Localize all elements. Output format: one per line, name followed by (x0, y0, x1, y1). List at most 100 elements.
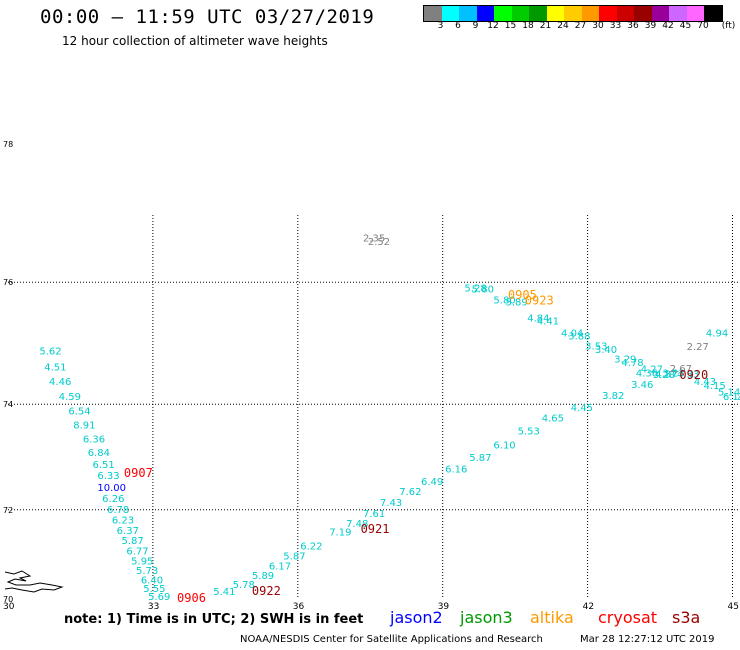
wave-height-label: 10.00 (97, 483, 126, 494)
legend-label: 70 (697, 21, 709, 31)
pass-time-label: 0906 (177, 591, 206, 605)
lon-label: 36 (293, 602, 305, 612)
legend-label: 45 (679, 21, 692, 31)
wave-height-label: 5.87 (469, 453, 491, 464)
lat-label: 70 (3, 595, 13, 604)
pass-time-label: 0905 (508, 288, 537, 302)
wave-height-label: 2.35 (363, 234, 385, 245)
wave-height-label: 4.15 (704, 381, 726, 392)
legend-swatch (511, 6, 529, 21)
wave-height-label: 6.37 (117, 526, 139, 537)
wave-height-label: 3.28 (653, 370, 675, 381)
wave-height-readings: 5.62 4.51 4.46 4.59 6.54 8.91 6.36 6.846.516.33… (39, 234, 740, 605)
coastline-shape (4, 570, 64, 593)
legend-label: 30 (592, 21, 604, 31)
wave-height-label: 7.19 (329, 527, 351, 538)
pass-time-label: 0920 (679, 368, 708, 382)
wave-height-label: 6.10 (493, 441, 515, 452)
wave-height-label: 5.14 (718, 388, 740, 399)
legend-label: 24 (557, 21, 569, 31)
legend-unit: (ft) (721, 21, 736, 31)
color-scale-legend (423, 5, 723, 22)
legend-label: 3 (437, 21, 444, 31)
satellite-label-jason2: jason2 (390, 608, 443, 627)
legend-swatch (704, 6, 722, 21)
wave-height-label: 5.53 (518, 426, 540, 437)
legend-swatch (546, 6, 564, 21)
legend-label: 18 (522, 21, 534, 31)
legend-swatch (686, 6, 704, 21)
lon-label: 39 (438, 602, 450, 612)
legend-swatch (599, 6, 617, 21)
wave-height-label: 4.04 (561, 328, 583, 339)
color-scale-labels: 3 6 9 12 15 18 21 24 27 30 33 36 39 42 45 70 (ft) (423, 21, 740, 33)
wave-height-label: 4.41 (537, 317, 559, 328)
legend-swatch (651, 6, 669, 21)
wave-height-label: 5.73 (136, 566, 158, 577)
wave-height-label: 6.54 (68, 406, 90, 417)
wave-height-label: 6.36 (83, 435, 105, 446)
wave-height-label: 6.17 (723, 392, 740, 403)
wave-height-label: 4.43 (694, 377, 716, 388)
legend-swatch (564, 6, 582, 21)
legend-label: 27 (574, 21, 587, 31)
wave-height-label: 3.53 (585, 341, 607, 352)
wave-height-label: 4.59 (59, 392, 81, 403)
pass-time-label: 0921 (361, 522, 390, 536)
wave-height-label: 5.62 (39, 347, 61, 358)
wave-height-label: 7.61 (363, 509, 385, 520)
wave-height-label: 5.80 (472, 285, 494, 296)
lat-label: 76 (3, 278, 13, 287)
satellite-label-jason3: jason3 (460, 608, 513, 627)
legend-label: 12 (487, 21, 499, 31)
wave-height-label: 2.67 (670, 364, 692, 375)
wave-height-label: 6.51 (93, 460, 115, 471)
legend-swatch (581, 6, 599, 21)
legend-label: 36 (627, 21, 639, 31)
wave-height-label: 3.88 (568, 331, 590, 342)
lat-label: 74 (3, 400, 13, 409)
wave-height-label: 2.52 (368, 237, 390, 248)
pass-time-label: 0922 (252, 584, 281, 598)
wave-height-label: 6.84 (88, 448, 110, 459)
legend-label: 21 (539, 21, 552, 31)
legend-label: 6 (455, 21, 461, 31)
legend-swatch (616, 6, 634, 21)
wave-height-label: 5.95 (131, 556, 153, 567)
wave-height-label: 5.87 (283, 552, 305, 563)
lon-label: 33 (148, 602, 159, 612)
wave-height-label: 8.91 (73, 420, 95, 431)
coastline (4, 570, 64, 593)
satellite-label-s3a: s3a (672, 608, 701, 627)
wave-height-label: 5.87 (122, 536, 144, 547)
wave-height-label: 3.29 (614, 355, 636, 366)
page-title: 00:00 – 11:59 UTC 03/27/2019 (40, 6, 375, 28)
wave-height-label: 5.80 (493, 296, 515, 307)
wave-height-label: 4.27 (641, 365, 663, 376)
legend-swatch (424, 6, 442, 21)
lat-label: 72 (3, 506, 13, 515)
wave-height-label: 4.65 (542, 414, 564, 425)
wave-height-label: 5.55 (143, 584, 165, 595)
wave-height-label: 4.51 (44, 362, 66, 373)
wave-height-label: 4.36 (636, 368, 658, 379)
wave-height-label: 3.46 (631, 380, 653, 391)
page-subtitle: 12 hour collection of altimeter wave hei… (62, 34, 328, 48)
wave-height-label: 4.46 (49, 377, 71, 388)
wave-height-label: 3.40 (595, 345, 617, 356)
lon-label: 45 (728, 602, 739, 612)
legend-label: 33 (609, 21, 622, 31)
wave-height-label: 6.17 (269, 561, 291, 572)
wave-height-label: 6.26 (102, 494, 124, 505)
legend-swatch (634, 6, 652, 21)
legend-label: 42 (662, 21, 674, 31)
lat-lon-grid (8, 215, 740, 599)
credits-text: NOAA/NESDIS Center for Satellite Applica… (240, 634, 543, 645)
legend-label: 9 (472, 21, 479, 31)
pass-time-label: 0907 (124, 466, 153, 480)
axis-labels: 707274767880303336394245 (3, 140, 739, 612)
legend-label: 39 (644, 21, 657, 31)
legend-swatch (529, 6, 547, 21)
lon-label: 30 (3, 602, 15, 612)
